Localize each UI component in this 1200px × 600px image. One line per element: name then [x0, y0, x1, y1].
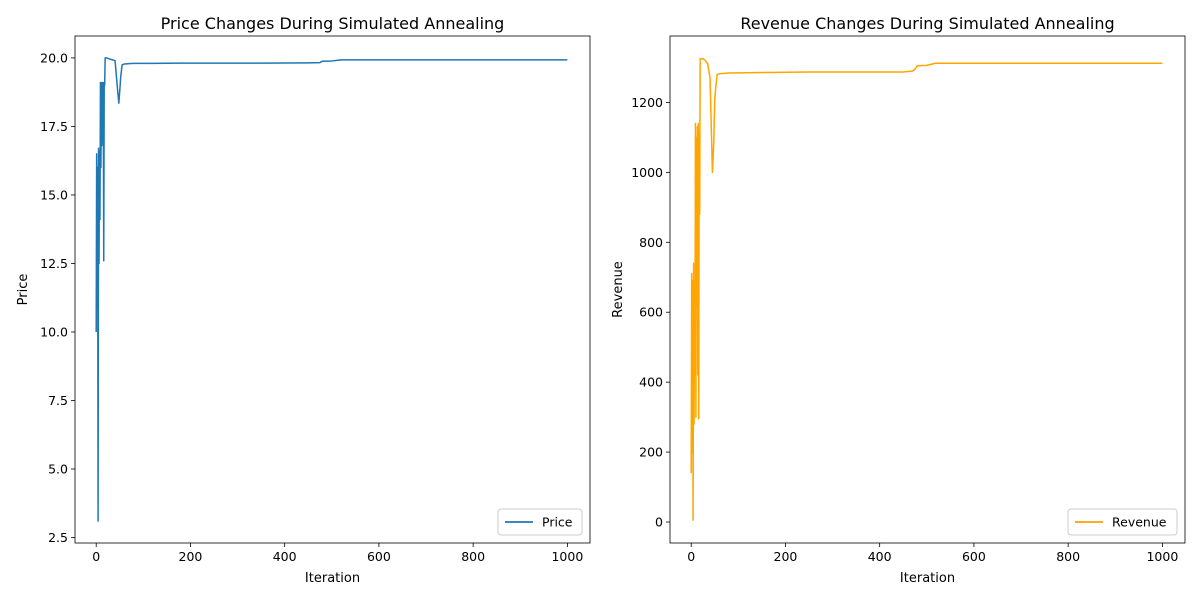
y-tick-label: 20.0 [40, 50, 68, 65]
y-tick-label: 1200 [631, 95, 663, 110]
y-tick-label: 10.0 [40, 324, 68, 339]
x-tick-label: 400 [273, 549, 297, 564]
legend: Price [497, 508, 583, 536]
legend: Revenue [1067, 508, 1178, 536]
x-tick-label: 1000 [1146, 549, 1178, 564]
y-tick-label: 2.5 [48, 530, 68, 545]
y-tick-label: 12.5 [40, 256, 68, 271]
x-axis-label: Iteration [900, 571, 955, 586]
chart-title: Revenue Changes During Simulated Anneali… [740, 14, 1114, 33]
y-tick-label: 200 [639, 445, 663, 460]
y-tick-label: 5.0 [48, 462, 68, 477]
x-tick-label: 400 [868, 549, 892, 564]
x-tick-label: 600 [367, 549, 391, 564]
x-tick-label: 200 [774, 549, 798, 564]
revenue-chart: 0 200 400 600 800 1000 0 200 400 600 800 1000 1200 Re… [611, 14, 1186, 586]
axes-frame [669, 35, 1186, 544]
x-tick-label: 0 [92, 549, 100, 564]
y-tick-label: 1000 [631, 165, 663, 180]
y-tick-label: 0 [655, 515, 663, 530]
y-tick-label: 17.5 [40, 119, 68, 134]
x-tick-label: 600 [962, 549, 986, 564]
x-tick-label: 800 [1056, 549, 1080, 564]
y-tick-label: 600 [639, 305, 663, 320]
y-tick-label: 15.0 [40, 187, 68, 202]
series-line-revenue [690, 57, 1163, 522]
y-tick-label: 800 [639, 235, 663, 250]
x-tick-label: 200 [179, 549, 203, 564]
y-axis-label: Revenue [611, 261, 626, 318]
x-axis-label: Iteration [305, 571, 360, 586]
price-chart: 0 200 400 600 800 1000 2.5 5.0 7.5 10.0 12.5 15.0 17… [16, 14, 591, 586]
x-tick-label: 0 [687, 549, 695, 564]
chart-title: Price Changes During Simulated Annealing [161, 14, 505, 33]
legend-box [497, 508, 583, 536]
legend-box [1067, 508, 1178, 536]
x-tick-label: 1000 [551, 549, 583, 564]
y-tick-label: 7.5 [48, 393, 68, 408]
legend-label: Revenue [1112, 515, 1167, 530]
axes-frame [74, 35, 591, 544]
series-line-price [95, 57, 568, 522]
y-tick-label: 400 [639, 375, 663, 390]
y-axis-label: Price [16, 274, 31, 306]
x-tick-label: 800 [461, 549, 485, 564]
legend-label: Price [542, 515, 573, 530]
